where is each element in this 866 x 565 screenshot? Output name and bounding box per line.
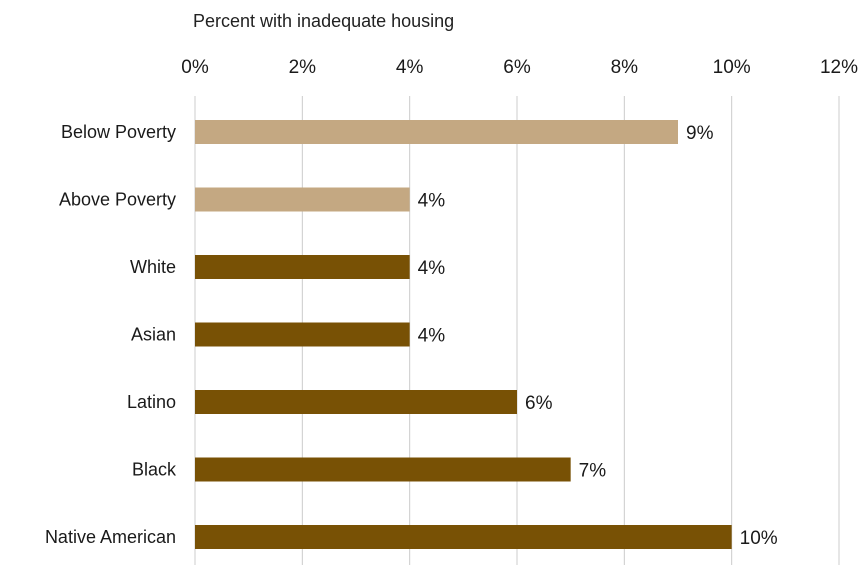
bar <box>195 120 678 144</box>
x-axis-tick-labels: 0% 2% 4% 6% 8% 10% 12% <box>181 57 858 78</box>
bar <box>195 187 410 212</box>
data-label: 4% <box>418 326 446 347</box>
category-label: Asian <box>131 325 176 345</box>
x-axis-title: Percent with inadequate housing <box>193 11 454 31</box>
category-label: Black <box>132 460 177 480</box>
x-tick-label: 12% <box>820 57 858 78</box>
category-label: Below Poverty <box>61 122 176 142</box>
data-label: 9% <box>686 123 714 144</box>
x-tick-label: 4% <box>396 57 424 78</box>
data-label: 4% <box>418 258 446 279</box>
category-labels: Below Poverty Above Poverty White Asian Lati… <box>45 122 177 547</box>
bar <box>195 255 410 279</box>
bar <box>195 322 410 347</box>
x-tick-label: 6% <box>503 57 531 78</box>
category-label: Above Poverty <box>59 190 176 210</box>
bar <box>195 525 732 549</box>
x-tick-label: 0% <box>181 57 209 78</box>
bar <box>195 390 517 414</box>
bar <box>195 457 571 482</box>
x-tick-label: 10% <box>713 57 751 78</box>
category-label: Latino <box>127 392 176 412</box>
x-tick-label: 8% <box>611 57 639 78</box>
data-label: 7% <box>579 461 607 482</box>
data-label: 6% <box>525 393 553 414</box>
data-label: 4% <box>418 191 446 212</box>
data-label: 10% <box>740 528 778 549</box>
category-label: Native American <box>45 527 176 547</box>
category-label: White <box>130 257 176 277</box>
data-labels: 9% 4% 4% 4% 6% 7% 10% <box>418 123 778 549</box>
bars <box>195 120 732 549</box>
x-tick-label: 2% <box>289 57 317 78</box>
